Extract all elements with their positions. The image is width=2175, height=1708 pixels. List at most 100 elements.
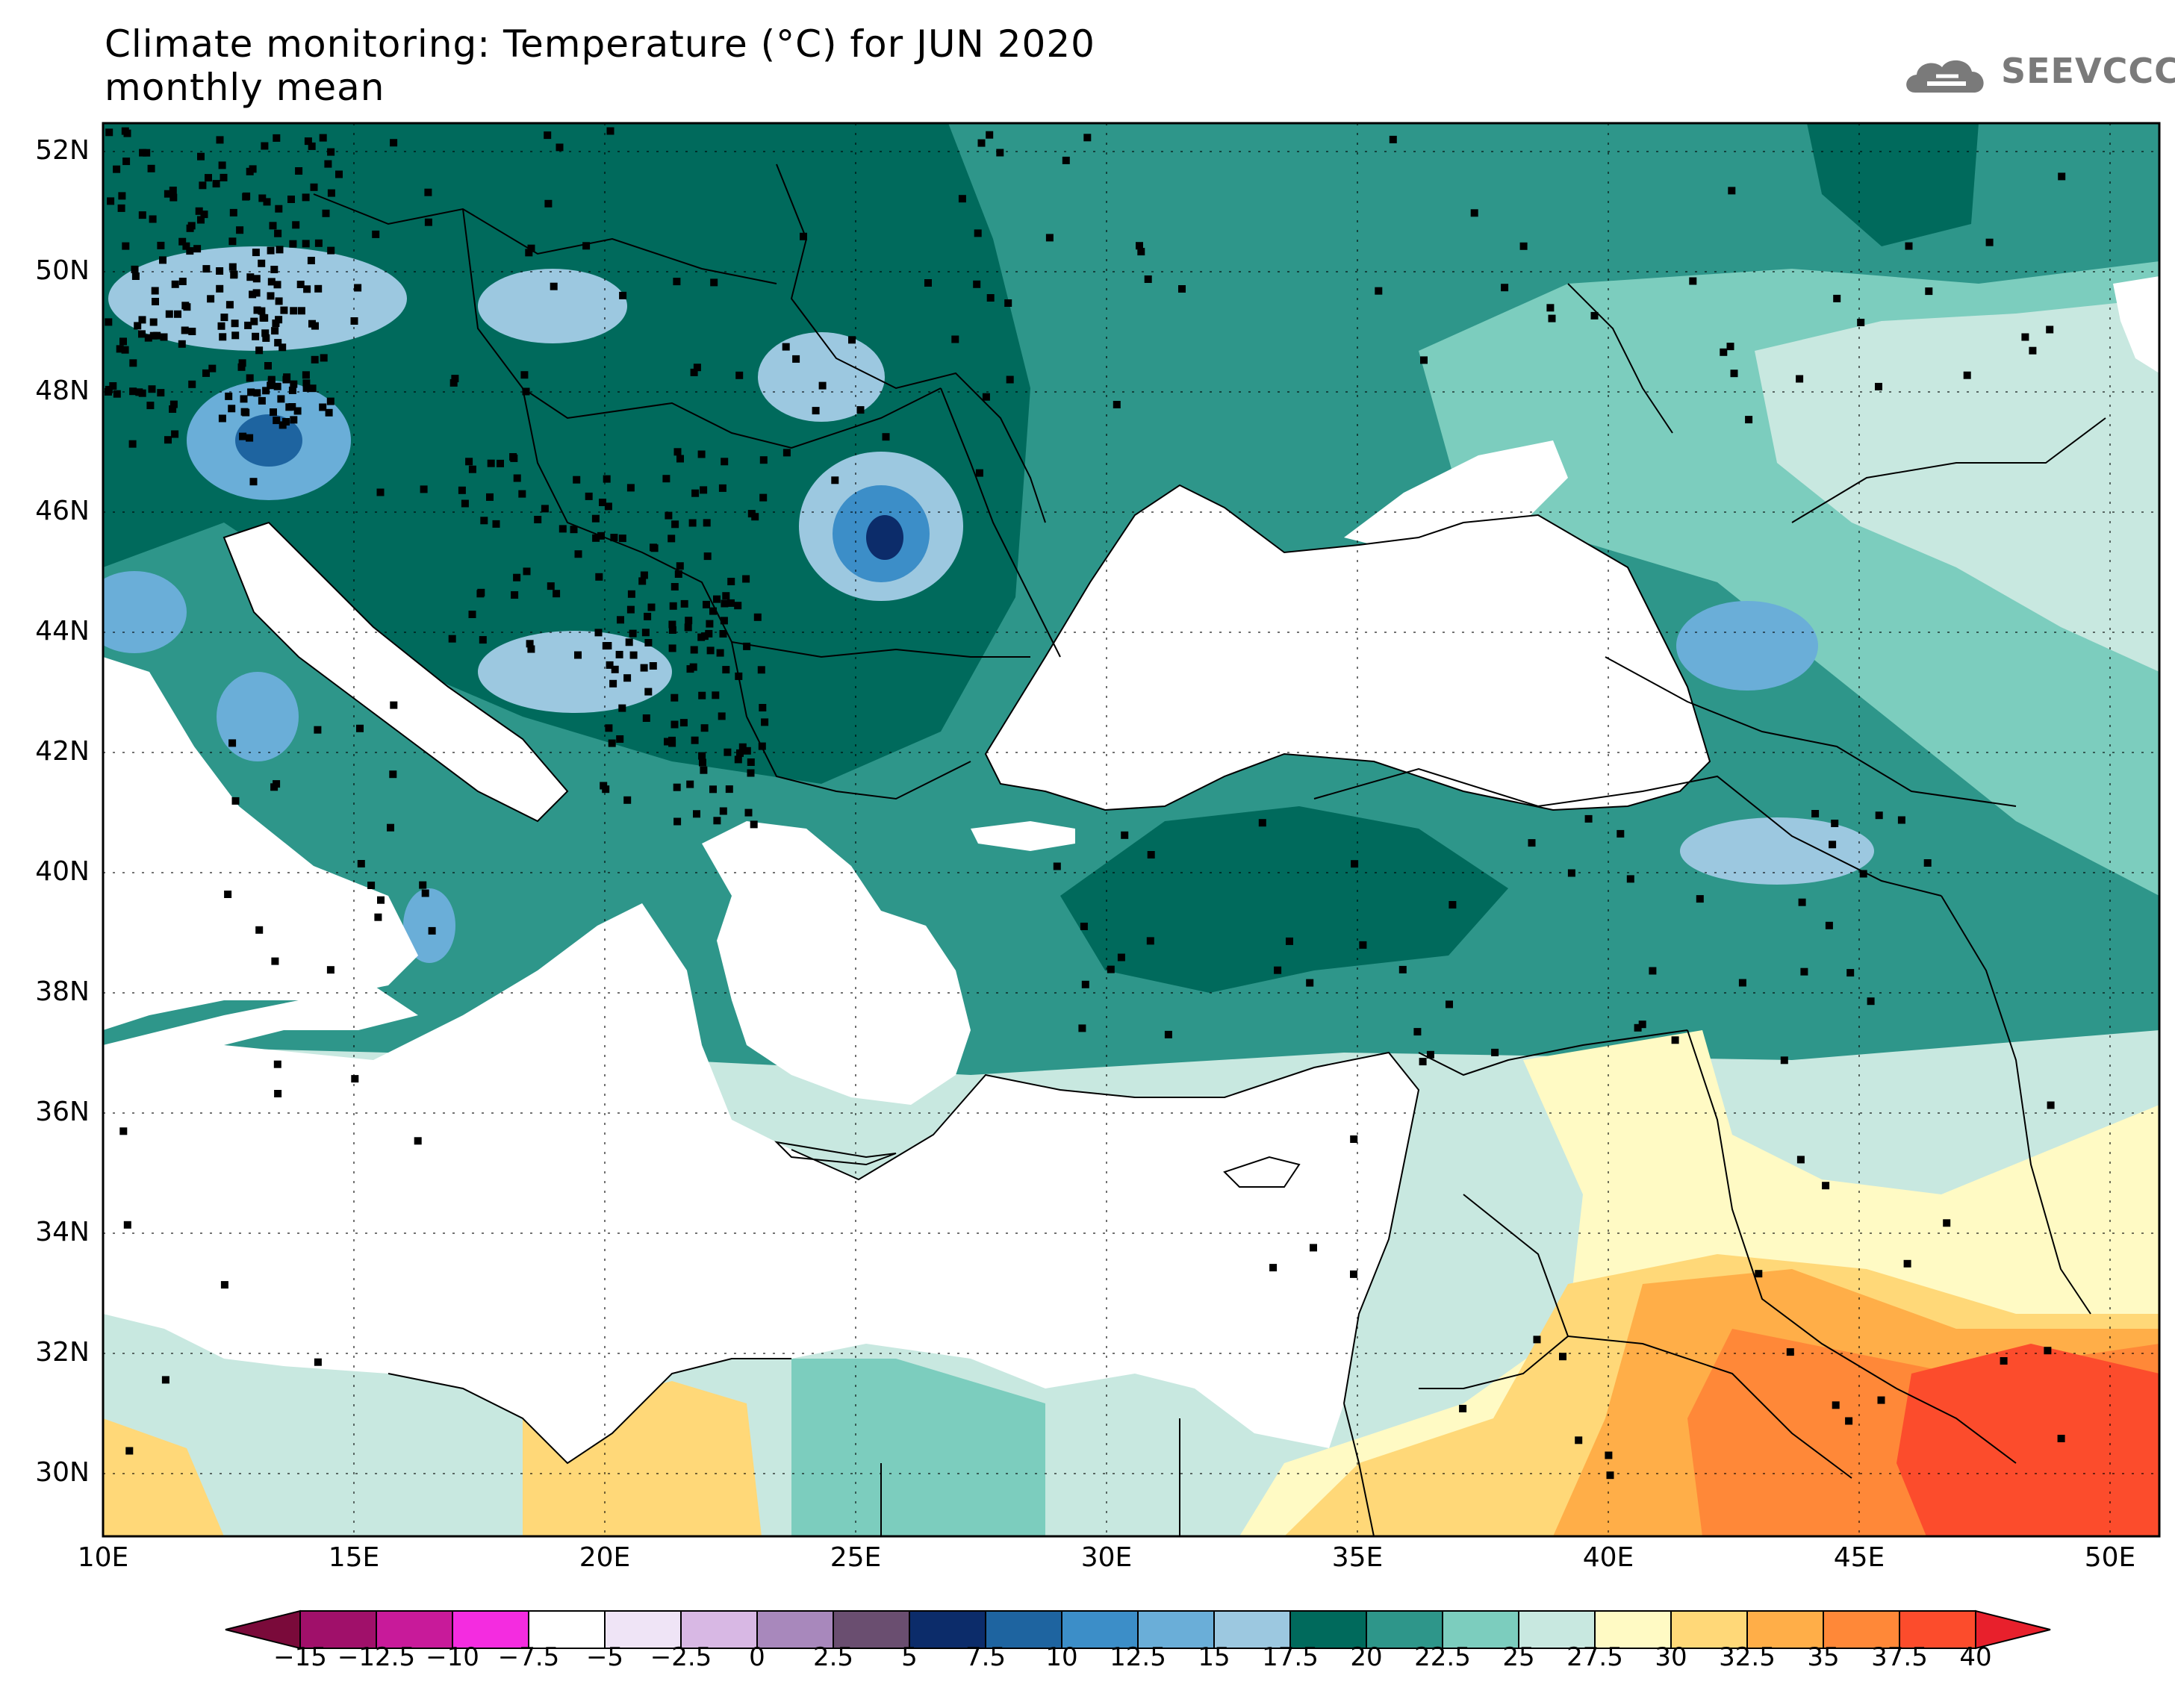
- lon-tick-label: 20E: [579, 1542, 631, 1573]
- colorbar-cell: [299, 1610, 377, 1649]
- station-marker: [782, 449, 791, 457]
- station-marker: [1923, 859, 1932, 867]
- station-marker: [534, 516, 542, 523]
- station-marker: [225, 392, 233, 400]
- station-marker: [297, 307, 305, 315]
- station-marker: [1798, 898, 1806, 906]
- lat-tick-label: 38N: [35, 976, 90, 1007]
- station-marker: [1144, 275, 1152, 283]
- station-marker: [1845, 1417, 1853, 1425]
- station-marker: [615, 650, 623, 658]
- station-marker: [118, 192, 126, 200]
- colorbar-label: −7.5: [497, 1642, 560, 1672]
- station-marker: [674, 570, 682, 578]
- station-marker: [759, 456, 768, 464]
- station-marker: [2044, 1347, 2052, 1355]
- station-marker: [1137, 248, 1145, 256]
- station-marker: [1567, 869, 1575, 877]
- colorbar-cell: [1366, 1610, 1443, 1649]
- station-marker: [228, 739, 237, 747]
- station-marker: [1389, 135, 1397, 143]
- station-marker: [693, 810, 700, 818]
- station-marker: [725, 785, 733, 794]
- station-marker: [274, 1090, 282, 1097]
- station-marker: [131, 265, 139, 273]
- station-marker: [668, 644, 676, 652]
- station-marker: [1726, 343, 1734, 351]
- station-marker: [676, 455, 684, 463]
- station-marker: [228, 263, 237, 271]
- station-marker: [599, 499, 606, 506]
- station-marker: [261, 329, 270, 337]
- station-marker: [2000, 1357, 2008, 1365]
- colorbar-cell: [1594, 1610, 1672, 1649]
- station-marker: [1833, 294, 1841, 302]
- colorbar-cell: [1518, 1610, 1596, 1649]
- station-marker: [287, 196, 295, 203]
- station-marker: [310, 183, 318, 191]
- station-marker: [698, 691, 706, 699]
- station-marker: [157, 389, 165, 397]
- station-marker: [280, 306, 288, 314]
- station-marker: [600, 782, 608, 790]
- station-marker: [186, 247, 194, 255]
- station-marker: [1136, 242, 1143, 250]
- station-marker: [188, 328, 196, 335]
- station-marker: [419, 881, 427, 889]
- field-hottest-kuwait: [1896, 1344, 2159, 1536]
- station-marker: [389, 770, 397, 779]
- lon-tick-label: 40E: [1582, 1542, 1634, 1573]
- station-marker: [1426, 1050, 1434, 1059]
- station-marker: [706, 646, 715, 655]
- station-marker: [182, 242, 190, 250]
- station-marker: [468, 465, 476, 473]
- station-marker: [169, 187, 177, 194]
- station-marker: [231, 320, 239, 328]
- station-marker: [1501, 284, 1509, 292]
- station-marker: [669, 602, 677, 610]
- station-marker: [216, 284, 224, 293]
- station-marker: [139, 149, 147, 157]
- station-marker: [684, 623, 692, 632]
- station-marker: [738, 743, 747, 751]
- station-marker: [220, 1281, 228, 1289]
- station-marker: [357, 860, 365, 867]
- station-marker: [199, 181, 207, 190]
- station-marker: [255, 346, 264, 355]
- station-marker: [250, 317, 258, 325]
- station-marker: [705, 629, 713, 638]
- station-marker: [486, 493, 494, 501]
- station-marker: [1083, 134, 1092, 142]
- station-marker: [228, 405, 236, 413]
- logo-text: SEEVCCC: [2001, 51, 2175, 91]
- station-marker: [640, 571, 648, 579]
- station-marker: [208, 364, 217, 373]
- station-marker: [479, 636, 487, 644]
- station-marker: [249, 290, 257, 299]
- lat-tick-label: 48N: [35, 375, 90, 406]
- station-marker: [1796, 1156, 1805, 1164]
- station-marker: [327, 148, 335, 156]
- station-marker: [1491, 1048, 1499, 1056]
- station-marker: [623, 796, 632, 804]
- station-marker: [270, 408, 277, 417]
- station-marker: [273, 1060, 281, 1068]
- station-marker: [1062, 156, 1070, 164]
- station-marker: [670, 720, 679, 729]
- station-marker: [325, 408, 333, 417]
- station-marker: [302, 193, 310, 202]
- station-marker: [668, 620, 676, 629]
- station-marker: [712, 691, 720, 699]
- station-marker: [324, 160, 332, 168]
- colorbar-label: −5: [585, 1642, 624, 1672]
- station-marker: [1375, 287, 1383, 295]
- black-sea: [986, 485, 1710, 810]
- station-marker: [159, 256, 167, 264]
- station-marker: [267, 246, 275, 255]
- station-marker: [1449, 901, 1457, 908]
- colorbar-label: 27.5: [1566, 1642, 1623, 1672]
- colorbar-cell: [1442, 1610, 1519, 1649]
- station-marker: [107, 197, 115, 205]
- station-marker: [129, 387, 137, 396]
- station-marker: [1626, 875, 1634, 883]
